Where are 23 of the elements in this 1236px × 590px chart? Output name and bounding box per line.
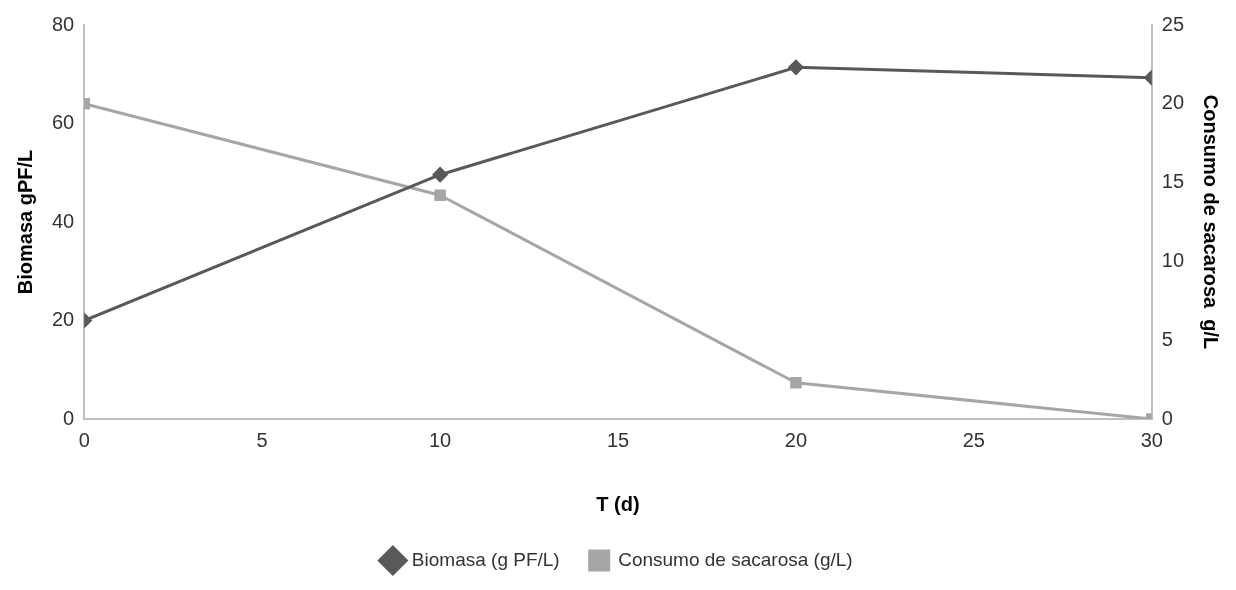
y2-tick-label: 10 bbox=[1161, 248, 1184, 271]
y-tick-label: 0 bbox=[63, 406, 75, 429]
y2-tick-label: 20 bbox=[1161, 91, 1184, 114]
y-axis-title: Biomasa gPF/L bbox=[13, 149, 36, 295]
y2-tick-label: 15 bbox=[1161, 170, 1184, 193]
y-tick-label: 40 bbox=[52, 209, 75, 232]
y-tick-label: 60 bbox=[52, 111, 75, 134]
x-tick-label: 5 bbox=[256, 428, 268, 451]
y-tick-label: 20 bbox=[52, 308, 75, 331]
y2-tick-label: 25 bbox=[1161, 12, 1184, 35]
legend-label: Biomasa (g PF/L) bbox=[411, 548, 560, 570]
x-tick-label: 25 bbox=[962, 428, 985, 451]
x-axis-title: T (d) bbox=[596, 492, 640, 515]
x-tick-label: 15 bbox=[606, 428, 630, 451]
y-tick-label: 80 bbox=[52, 12, 75, 35]
y2-tick-label: 5 bbox=[1161, 327, 1173, 350]
x-tick-label: 30 bbox=[1140, 428, 1163, 451]
x-tick-label: 20 bbox=[784, 428, 808, 451]
legend-label: Consumo de sacarosa (g/L) bbox=[618, 548, 853, 570]
x-tick-label: 10 bbox=[428, 428, 452, 451]
x-tick-label: 0 bbox=[78, 428, 90, 451]
y2-tick-label: 0 bbox=[1161, 406, 1173, 429]
y2-axis-title: Consumo de sacarosa g/L bbox=[1200, 94, 1223, 350]
